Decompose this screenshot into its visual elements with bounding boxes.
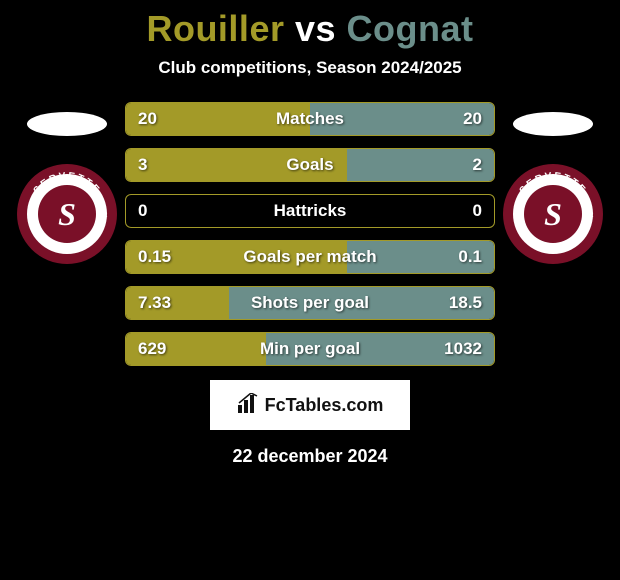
comparison-title: Rouiller vs Cognat (0, 0, 620, 50)
stat-row: 7.33Shots per goal18.5 (125, 286, 495, 320)
brand-box: FcTables.com (210, 380, 410, 430)
stat-value-right: 18.5 (449, 293, 482, 313)
stat-label: Shots per goal (126, 293, 494, 313)
left-club-badge: SERVETTE GENEVE · 1890 F C S (17, 164, 117, 264)
badge-letter: S (38, 185, 96, 243)
stat-label: Goals (126, 155, 494, 175)
right-side: SERVETTE GENEVE · 1890 F C S (503, 102, 603, 264)
stat-value-right: 0.1 (458, 247, 482, 267)
left-ellipse-icon (27, 112, 107, 136)
stats-table: 20Matches203Goals20Hattricks00.15Goals p… (125, 102, 495, 366)
right-club-badge: SERVETTE GENEVE · 1890 F C S (503, 164, 603, 264)
stat-value-right: 1032 (444, 339, 482, 359)
main-row: SERVETTE GENEVE · 1890 F C S 20Matches20… (0, 102, 620, 366)
stat-row: 0Hattricks0 (125, 194, 495, 228)
badge-mid-icon: S (513, 174, 593, 254)
player-right-name: Cognat (347, 8, 474, 49)
stat-row: 629Min per goal1032 (125, 332, 495, 366)
stat-label: Goals per match (126, 247, 494, 267)
stat-label: Matches (126, 109, 494, 129)
brand-label: FcTables.com (265, 395, 384, 416)
stat-value-right: 0 (473, 201, 482, 221)
stat-row: 3Goals2 (125, 148, 495, 182)
badge-letter: S (524, 185, 582, 243)
stat-value-right: 2 (473, 155, 482, 175)
player-left-name: Rouiller (146, 8, 284, 49)
footer-date: 22 december 2024 (0, 446, 620, 467)
badge-mid-icon: S (27, 174, 107, 254)
stat-value-right: 20 (463, 109, 482, 129)
season-subtitle: Club competitions, Season 2024/2025 (0, 58, 620, 78)
stat-label: Hattricks (126, 201, 494, 221)
stat-row: 0.15Goals per match0.1 (125, 240, 495, 274)
left-side: SERVETTE GENEVE · 1890 F C S (17, 102, 117, 264)
stat-row: 20Matches20 (125, 102, 495, 136)
chart-icon (237, 393, 259, 418)
stat-label: Min per goal (126, 339, 494, 359)
right-ellipse-icon (513, 112, 593, 136)
title-vs: vs (295, 8, 336, 49)
